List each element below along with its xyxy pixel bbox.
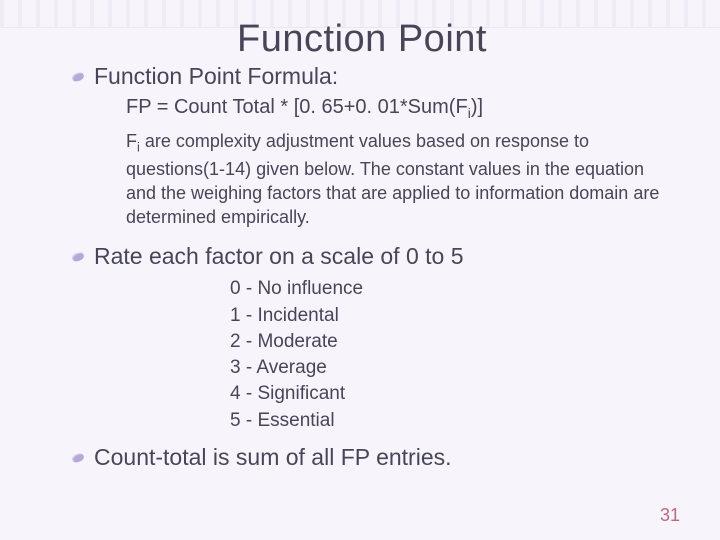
slide-title: Function Point <box>52 18 672 61</box>
slide-body: Function Point Function Point Formula: F… <box>0 0 720 540</box>
fi-lead: F <box>126 131 137 151</box>
formula-pre: FP = Count Total * [0. 65+0. 01*Sum(F <box>126 96 468 118</box>
bullet-formula-heading: Function Point Formula: <box>72 63 672 90</box>
formula-tail: )] <box>471 96 483 118</box>
scale-item: 2 - Moderate <box>230 329 672 355</box>
formula-line: FP = Count Total * [0. 65+0. 01*Sum(Fi)] <box>126 96 672 121</box>
bullet-rate-heading: Rate each factor on a scale of 0 to 5 <box>72 243 672 270</box>
scale-item: 4 - Significant <box>230 381 672 407</box>
scale-item: 1 - Incidental <box>230 303 672 329</box>
bullet-count-total: Count-total is sum of all FP entries. <box>72 444 672 471</box>
fi-explanation: Fi are complexity adjustment values base… <box>126 129 662 229</box>
scale-item: 0 - No influence <box>230 276 672 302</box>
fi-rest: are complexity adjustment values based o… <box>126 131 659 227</box>
rating-scale-list: 0 - No influence 1 - Incidental 2 - Mode… <box>230 276 672 433</box>
page-number: 31 <box>660 505 680 526</box>
scale-item: 3 - Average <box>230 355 672 381</box>
scale-item: 5 - Essential <box>230 408 672 434</box>
